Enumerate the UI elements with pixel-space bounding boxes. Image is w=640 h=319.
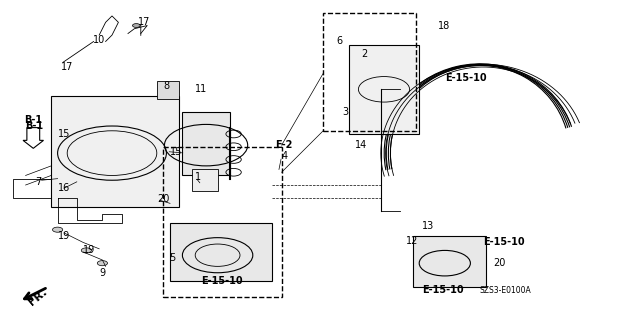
Text: 5: 5 xyxy=(170,253,176,263)
Text: 16: 16 xyxy=(58,183,70,193)
Text: E-15-10: E-15-10 xyxy=(422,285,464,295)
Text: B-1: B-1 xyxy=(26,121,44,131)
Text: 1: 1 xyxy=(195,172,202,182)
Text: 2: 2 xyxy=(362,49,368,59)
Text: 13: 13 xyxy=(422,221,435,232)
Text: 15: 15 xyxy=(58,129,70,139)
Bar xyxy=(413,236,486,287)
Text: 19: 19 xyxy=(58,231,70,241)
Text: 17: 17 xyxy=(138,17,150,27)
Text: 12: 12 xyxy=(406,236,419,246)
Text: 20: 20 xyxy=(157,194,169,204)
Text: 17: 17 xyxy=(61,62,73,72)
Text: 4: 4 xyxy=(282,151,288,161)
Text: 9: 9 xyxy=(99,268,106,278)
Bar xyxy=(157,81,179,99)
Circle shape xyxy=(97,261,108,266)
Text: E-15-10: E-15-10 xyxy=(483,237,525,248)
Text: E-2: E-2 xyxy=(275,140,292,150)
Text: 7: 7 xyxy=(35,177,42,187)
Bar xyxy=(349,45,419,134)
Bar xyxy=(323,13,416,131)
Text: E-15-10: E-15-10 xyxy=(202,276,243,286)
Text: 3: 3 xyxy=(342,107,349,117)
Text: 6: 6 xyxy=(336,36,342,47)
Text: 11: 11 xyxy=(195,84,207,94)
Text: E-15-10: E-15-10 xyxy=(445,73,486,83)
Text: B-1: B-1 xyxy=(24,115,42,125)
Text: 14: 14 xyxy=(355,140,367,150)
Bar xyxy=(163,147,282,297)
FancyArrow shape xyxy=(23,128,44,148)
Text: 8: 8 xyxy=(163,81,170,91)
Circle shape xyxy=(81,248,92,253)
Text: SZS3-E0100A: SZS3-E0100A xyxy=(480,286,532,295)
Text: 19: 19 xyxy=(83,245,95,256)
Text: 18: 18 xyxy=(438,20,451,31)
Bar xyxy=(51,96,179,207)
Bar xyxy=(192,169,218,191)
Text: 15: 15 xyxy=(170,146,182,157)
Text: 20: 20 xyxy=(493,258,505,268)
Circle shape xyxy=(132,24,140,27)
Bar xyxy=(170,223,272,281)
Circle shape xyxy=(52,227,63,232)
Text: 10: 10 xyxy=(93,35,105,45)
Bar xyxy=(182,112,230,175)
Text: FR.: FR. xyxy=(28,286,49,307)
